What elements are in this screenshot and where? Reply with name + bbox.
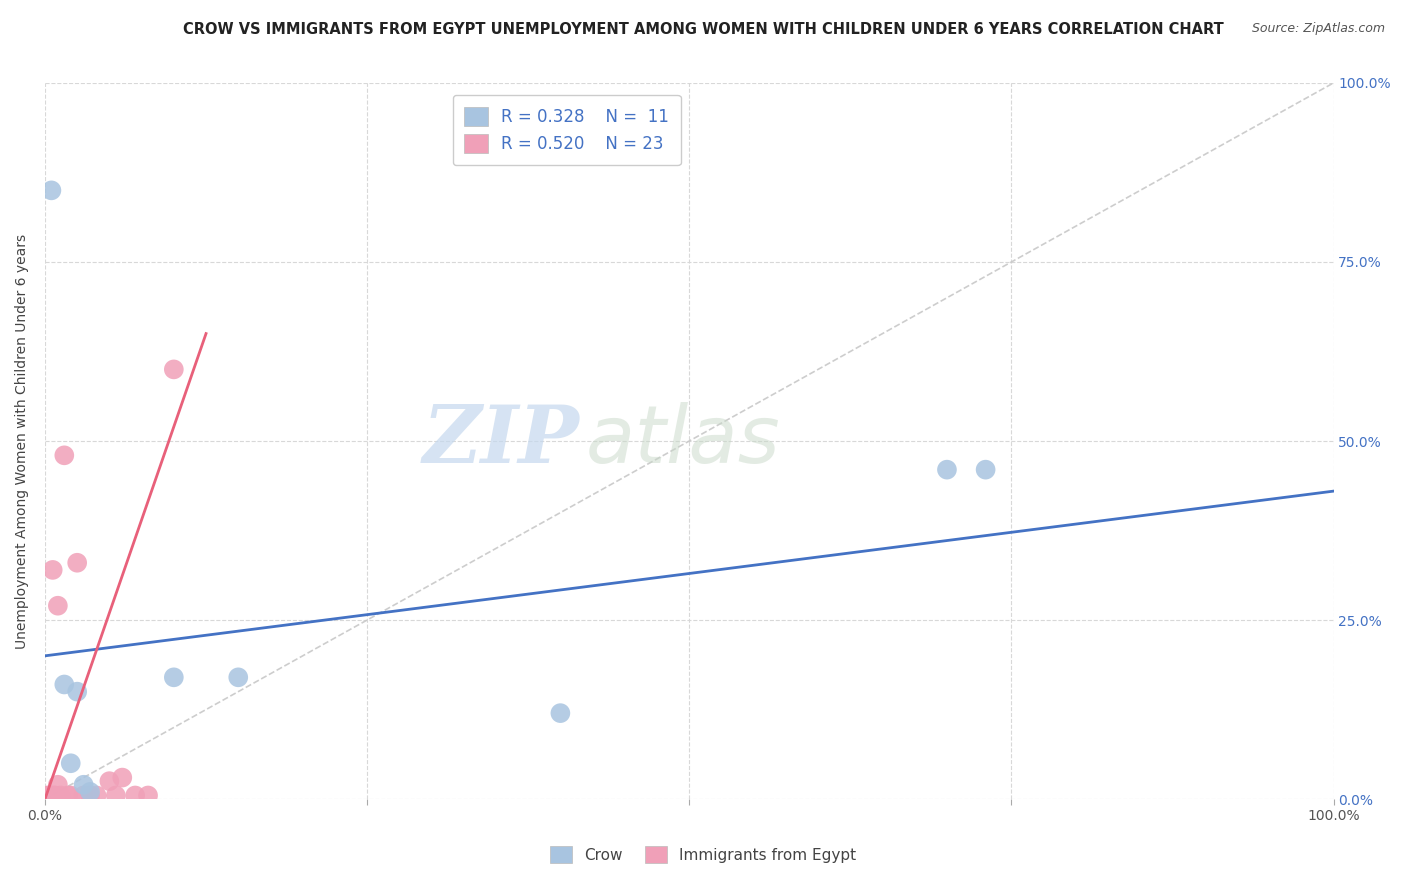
Point: [79, 785, 101, 799]
Point: [46, 778, 69, 792]
Point: [44, 789, 66, 803]
Legend: R = 0.328    N =  11, R = 0.520    N = 23: R = 0.328 N = 11, R = 0.520 N = 23: [453, 95, 681, 165]
Point: [46, 599, 69, 613]
Point: [104, 789, 127, 803]
Point: [111, 771, 134, 785]
Point: [59, 789, 82, 803]
Point: [163, 670, 186, 684]
Point: [550, 706, 572, 720]
Point: [72, 789, 94, 803]
Point: [974, 463, 997, 477]
Point: [124, 789, 146, 803]
Point: [39, 789, 62, 803]
Text: Source: ZipAtlas.com: Source: ZipAtlas.com: [1251, 22, 1385, 36]
Point: [163, 362, 186, 376]
Text: CROW VS IMMIGRANTS FROM EGYPT UNEMPLOYMENT AMONG WOMEN WITH CHILDREN UNDER 6 YEA: CROW VS IMMIGRANTS FROM EGYPT UNEMPLOYME…: [183, 22, 1223, 37]
Point: [66, 684, 89, 698]
Point: [37, 789, 59, 803]
Point: [86, 789, 108, 803]
Point: [56, 789, 79, 803]
Point: [136, 789, 159, 803]
Point: [41, 789, 63, 803]
Point: [79, 789, 101, 803]
Point: [49, 789, 72, 803]
Text: atlas: atlas: [586, 402, 780, 480]
Point: [41, 563, 63, 577]
Point: [226, 670, 249, 684]
Point: [53, 448, 76, 462]
Point: [59, 756, 82, 771]
Legend: Crow, Immigrants from Egypt: Crow, Immigrants from Egypt: [543, 838, 863, 871]
Point: [42, 789, 65, 803]
Point: [936, 463, 959, 477]
Point: [53, 677, 76, 691]
Text: ZIP: ZIP: [423, 402, 579, 480]
Point: [41, 183, 63, 197]
Y-axis label: Unemployment Among Women with Children Under 6 years: Unemployment Among Women with Children U…: [15, 234, 30, 648]
Point: [98, 774, 121, 789]
Point: [38, 789, 60, 803]
Point: [66, 556, 89, 570]
Point: [72, 778, 94, 792]
